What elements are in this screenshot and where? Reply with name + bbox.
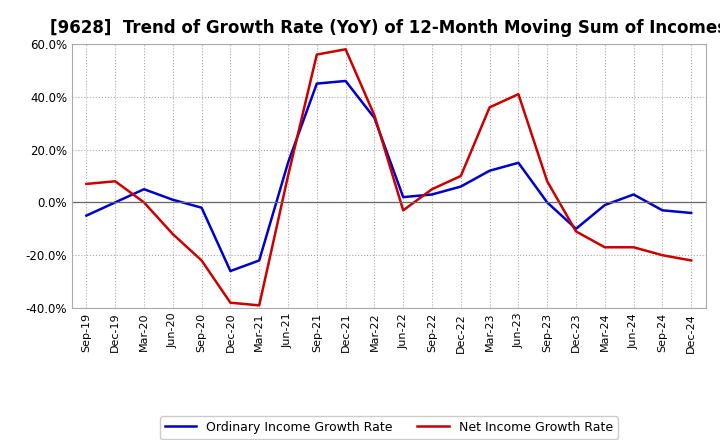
Ordinary Income Growth Rate xyxy=(687,210,696,216)
Net Income Growth Rate xyxy=(341,47,350,52)
Net Income Growth Rate xyxy=(687,258,696,263)
Ordinary Income Growth Rate xyxy=(600,202,609,208)
Ordinary Income Growth Rate xyxy=(658,208,667,213)
Ordinary Income Growth Rate xyxy=(284,160,292,165)
Ordinary Income Growth Rate xyxy=(370,115,379,121)
Ordinary Income Growth Rate xyxy=(514,160,523,165)
Net Income Growth Rate xyxy=(312,52,321,57)
Net Income Growth Rate xyxy=(140,200,148,205)
Ordinary Income Growth Rate xyxy=(226,268,235,274)
Net Income Growth Rate xyxy=(514,92,523,97)
Net Income Growth Rate xyxy=(543,179,552,184)
Net Income Growth Rate xyxy=(197,258,206,263)
Net Income Growth Rate xyxy=(111,179,120,184)
Ordinary Income Growth Rate xyxy=(140,187,148,192)
Net Income Growth Rate xyxy=(168,231,177,237)
Net Income Growth Rate xyxy=(428,187,436,192)
Net Income Growth Rate xyxy=(284,173,292,179)
Ordinary Income Growth Rate xyxy=(399,194,408,200)
Ordinary Income Growth Rate xyxy=(543,200,552,205)
Ordinary Income Growth Rate xyxy=(197,205,206,210)
Ordinary Income Growth Rate xyxy=(111,200,120,205)
Ordinary Income Growth Rate xyxy=(629,192,638,197)
Net Income Growth Rate xyxy=(456,173,465,179)
Ordinary Income Growth Rate xyxy=(82,213,91,218)
Ordinary Income Growth Rate xyxy=(428,192,436,197)
Net Income Growth Rate xyxy=(629,245,638,250)
Title: [9628]  Trend of Growth Rate (YoY) of 12-Month Moving Sum of Incomes: [9628] Trend of Growth Rate (YoY) of 12-… xyxy=(50,19,720,37)
Net Income Growth Rate xyxy=(658,253,667,258)
Net Income Growth Rate xyxy=(399,208,408,213)
Net Income Growth Rate xyxy=(226,300,235,305)
Ordinary Income Growth Rate xyxy=(312,81,321,86)
Line: Ordinary Income Growth Rate: Ordinary Income Growth Rate xyxy=(86,81,691,271)
Net Income Growth Rate xyxy=(255,303,264,308)
Net Income Growth Rate xyxy=(485,105,494,110)
Ordinary Income Growth Rate xyxy=(341,78,350,84)
Ordinary Income Growth Rate xyxy=(456,184,465,189)
Legend: Ordinary Income Growth Rate, Net Income Growth Rate: Ordinary Income Growth Rate, Net Income … xyxy=(160,416,618,439)
Net Income Growth Rate xyxy=(370,113,379,118)
Ordinary Income Growth Rate xyxy=(255,258,264,263)
Ordinary Income Growth Rate xyxy=(485,168,494,173)
Net Income Growth Rate xyxy=(600,245,609,250)
Net Income Growth Rate xyxy=(572,229,580,234)
Line: Net Income Growth Rate: Net Income Growth Rate xyxy=(86,49,691,305)
Net Income Growth Rate xyxy=(82,181,91,187)
Ordinary Income Growth Rate xyxy=(168,197,177,202)
Ordinary Income Growth Rate xyxy=(572,226,580,231)
